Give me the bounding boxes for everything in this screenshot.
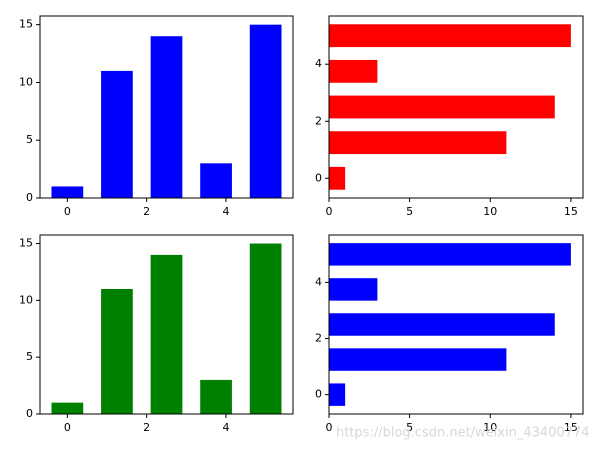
bar [51, 402, 84, 414]
bar [200, 379, 232, 414]
x-tick-label: 10 [483, 205, 497, 218]
x-tick-label: 0 [326, 421, 333, 434]
bar [101, 288, 133, 414]
x-tick-label: 4 [222, 205, 229, 218]
y-tick-label: 0 [26, 191, 33, 204]
bar [329, 383, 346, 406]
x-tick-label: 2 [143, 421, 150, 434]
bar [329, 131, 507, 155]
x-tick-label: 5 [406, 205, 413, 218]
x-tick-label: 2 [143, 205, 150, 218]
x-tick-label: 15 [564, 205, 578, 218]
bar [329, 278, 378, 301]
x-tick-label: 0 [64, 205, 71, 218]
axes-frame [328, 234, 584, 415]
bar [150, 254, 183, 414]
bar [249, 243, 282, 414]
x-tick-label: 0 [64, 421, 71, 434]
x-tick-label: 4 [222, 421, 229, 434]
bar [249, 24, 282, 198]
y-tick-label: 10 [19, 293, 33, 306]
bar [329, 24, 571, 48]
watermark: https://blog.csdn.net/weixin_43400774 [336, 426, 590, 441]
y-tick-label: 0 [315, 388, 322, 401]
axes-frame [39, 15, 294, 199]
y-tick-label: 4 [315, 275, 322, 288]
y-tick-label: 10 [19, 75, 33, 88]
y-tick-label: 15 [19, 18, 33, 31]
y-tick-label: 5 [26, 133, 33, 146]
axes-frame [39, 234, 294, 415]
bar [200, 163, 232, 198]
y-tick-label: 0 [26, 407, 33, 420]
y-tick-label: 2 [315, 114, 322, 127]
x-tick-label: 15 [564, 421, 578, 434]
bar [150, 36, 183, 198]
axes-frame [328, 15, 584, 199]
y-tick-label: 0 [315, 171, 322, 184]
bar [329, 59, 378, 83]
bar [329, 243, 571, 266]
y-tick-label: 5 [26, 350, 33, 363]
bar [51, 186, 84, 198]
y-tick-label: 4 [315, 57, 322, 70]
bar [329, 313, 555, 336]
y-tick-label: 15 [19, 237, 33, 250]
bar [329, 166, 346, 190]
x-tick-label: 0 [326, 205, 333, 218]
bar [101, 70, 133, 198]
bar [329, 95, 555, 119]
y-tick-label: 2 [315, 332, 322, 345]
bar [329, 348, 507, 371]
x-tick-label: 5 [406, 421, 413, 434]
x-tick-label: 10 [483, 421, 497, 434]
